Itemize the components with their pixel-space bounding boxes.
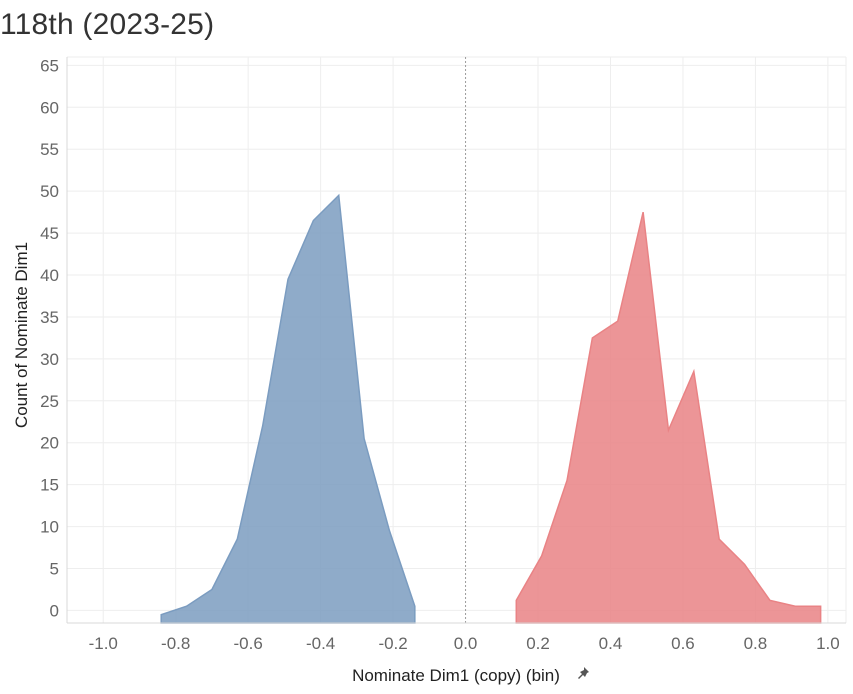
y-tick-label: 5 [50, 559, 59, 578]
y-tick-label: 20 [40, 434, 59, 453]
y-tick-labels: 0 5 10 15 20 25 30 35 40 45 50 55 60 65 [40, 56, 59, 620]
y-tick-label: 60 [40, 98, 59, 117]
x-tick-label: 0.6 [671, 634, 695, 653]
chart-title: 118th (2023-25) [0, 8, 215, 41]
x-tick-label: 0.4 [599, 634, 623, 653]
y-tick-label: 15 [40, 476, 59, 495]
y-tick-label: 30 [40, 350, 59, 369]
grid-layer [67, 56, 847, 623]
y-axis-title: Count of Nominate Dim1 [12, 242, 31, 428]
x-tick-label: -1.0 [89, 634, 118, 653]
x-tick-label: -0.2 [378, 634, 407, 653]
y-tick-label: 45 [40, 224, 59, 243]
y-tick-label: 40 [40, 266, 59, 285]
y-tick-label: 0 [50, 601, 59, 620]
x-tick-label: -0.4 [306, 634, 335, 653]
y-tick-label: 25 [40, 392, 59, 411]
area-series-2[interactable] [515, 211, 822, 624]
y-tick-label: 55 [40, 140, 59, 159]
y-tick-label: 65 [40, 56, 59, 75]
x-tick-labels: -1.0 -0.8 -0.6 -0.4 -0.2 0.0 0.2 0.4 0.6 0.8 1.0 [89, 634, 840, 653]
x-axis-title: Nominate Dim1 (copy) (bin) [352, 666, 560, 685]
axis-layer [66, 57, 846, 624]
pin-icon[interactable] [578, 667, 589, 679]
x-tick-label: -0.8 [161, 634, 190, 653]
area-series-1[interactable] [160, 193, 416, 624]
y-tick-label: 35 [40, 308, 59, 327]
x-tick-label: -0.6 [234, 634, 263, 653]
x-tick-label: 0.8 [744, 634, 768, 653]
x-tick-label: 1.0 [816, 634, 840, 653]
y-tick-label: 50 [40, 182, 59, 201]
series-layer [160, 193, 822, 624]
x-tick-label: 0.2 [526, 634, 550, 653]
y-tick-label: 10 [40, 518, 59, 537]
x-tick-label: 0.0 [454, 634, 478, 653]
